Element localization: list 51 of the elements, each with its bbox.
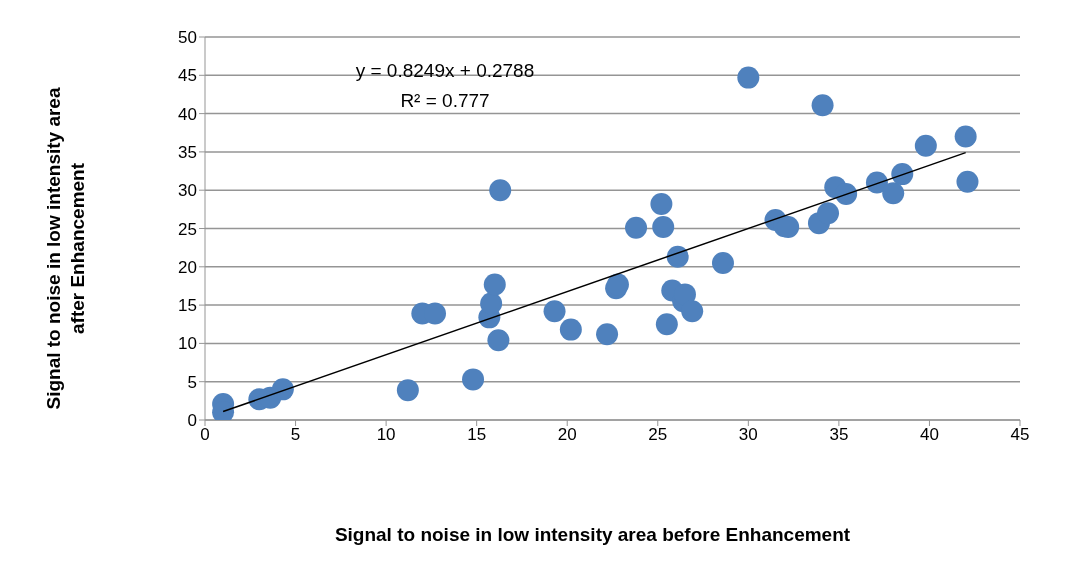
- point: [396, 379, 419, 402]
- y-tick-label: 45: [178, 66, 197, 86]
- x-tick-label: 35: [829, 425, 849, 445]
- point: [835, 183, 858, 206]
- x-tick-label: 5: [290, 425, 301, 445]
- point: [650, 192, 673, 215]
- point: [652, 215, 675, 238]
- x-tick-label: 15: [467, 425, 487, 445]
- y-tick-label: 20: [178, 257, 197, 277]
- point: [655, 313, 678, 336]
- point: [271, 378, 294, 401]
- point: [811, 94, 834, 117]
- point: [954, 125, 977, 148]
- y-tick-label: 15: [178, 296, 197, 316]
- point: [681, 300, 704, 323]
- y-tick-label: 5: [187, 372, 197, 392]
- x-tick-label: 20: [557, 425, 577, 445]
- point: [480, 292, 503, 315]
- y-axis-title: Signal to noise in low intensity area after Enhancement: [43, 87, 88, 410]
- annotation: y = 0.8249x + 0.2788: [355, 60, 535, 81]
- y-tick-label: 30: [178, 181, 197, 201]
- y-tick-label: 35: [178, 142, 197, 162]
- point: [666, 245, 689, 268]
- point: [914, 134, 937, 157]
- x-tick-label: 45: [1010, 425, 1030, 445]
- point: [596, 323, 619, 346]
- y-tick-label: 50: [178, 28, 197, 48]
- point: [891, 163, 914, 186]
- point: [462, 368, 485, 391]
- point: [543, 300, 566, 323]
- annotation: R² = 0.777: [400, 90, 490, 111]
- point: [483, 273, 506, 296]
- point: [489, 179, 512, 202]
- point: [737, 66, 760, 89]
- x-tick-label: 30: [738, 425, 758, 445]
- point: [956, 170, 979, 193]
- y-tick-label: 25: [178, 219, 197, 239]
- y-tick-label: 40: [178, 104, 197, 124]
- point: [559, 318, 582, 341]
- point: [882, 182, 905, 205]
- point: [711, 251, 734, 274]
- x-tick-label: 0: [200, 425, 210, 445]
- x-axis-title: Signal to noise in low intensity area before Enhancement: [334, 524, 851, 545]
- point: [487, 329, 510, 352]
- point: [817, 202, 840, 225]
- x-tick-label: 40: [919, 425, 939, 445]
- x-tick-label: 10: [376, 425, 396, 445]
- point: [625, 216, 648, 239]
- x-tick-label: 25: [648, 425, 668, 445]
- y-tick-label: 0: [187, 411, 197, 431]
- y-tick-label: 10: [178, 334, 197, 354]
